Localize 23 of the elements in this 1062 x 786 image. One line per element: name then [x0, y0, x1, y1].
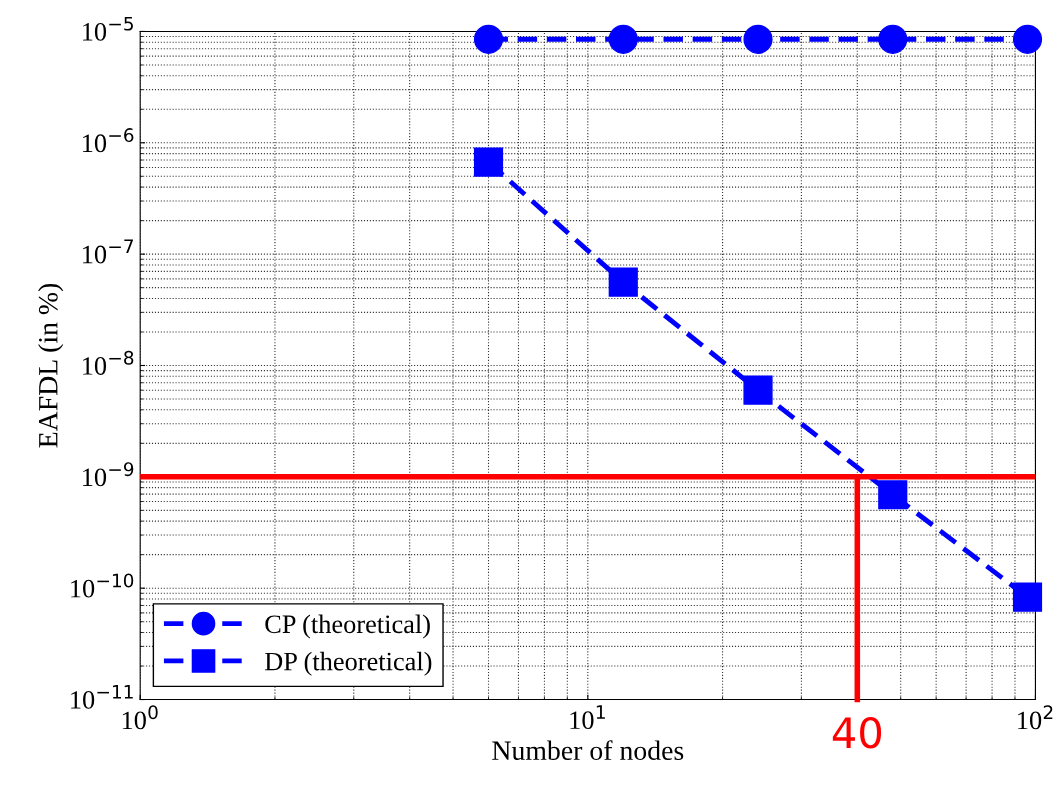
x-tick-label: 10$^{1}$ [570, 705, 605, 730]
point [743, 24, 773, 54]
point [608, 24, 638, 54]
y-tick-label: 10$^{−5}$ [83, 16, 133, 41]
y-axis-title: EAFDL (in %) [38, 283, 64, 448]
point [608, 267, 638, 297]
y-tick-label: 10$^{−10}$ [71, 573, 134, 598]
ref-line-label: 40 [832, 716, 882, 749]
legend-label: DP (theoretical) [264, 651, 432, 676]
y-tick-label: 10$^{−9}$ [83, 462, 134, 487]
y-tick-label: 10$^{−8}$ [83, 350, 134, 375]
y-tick-label: 10$^{−7}$ [83, 239, 133, 264]
point [1012, 582, 1043, 612]
point [743, 375, 773, 405]
x-axis-title: Number of nodes [492, 740, 684, 761]
point [878, 480, 908, 510]
legend-label: CP (theoretical) [265, 614, 430, 639]
x-tick-label: 10$^{2}$ [1018, 705, 1053, 730]
point [473, 147, 504, 177]
point [878, 24, 908, 54]
point [1012, 24, 1043, 54]
point [473, 24, 504, 54]
y-tick-label: 10$^{−6}$ [83, 128, 134, 153]
